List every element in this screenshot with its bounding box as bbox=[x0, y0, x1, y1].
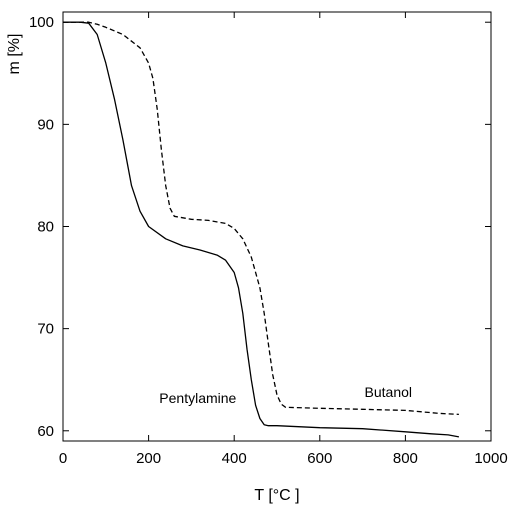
x-axis-label: T [°C ] bbox=[254, 487, 299, 504]
y-tick-label: 90 bbox=[37, 116, 54, 133]
y-tick-label: 100 bbox=[29, 14, 54, 31]
x-tick-label: 0 bbox=[59, 450, 67, 467]
y-tick-label: 80 bbox=[37, 219, 54, 236]
y-axis-ticks: 60 70 80 90 100 bbox=[29, 14, 491, 440]
series-annotation-pentylamine: Pentylamine bbox=[159, 390, 236, 406]
x-tick-label: 600 bbox=[307, 450, 332, 467]
series-line-butanol bbox=[63, 21, 459, 416]
x-tick-label: 400 bbox=[222, 450, 247, 467]
y-tick-label: 60 bbox=[37, 423, 54, 440]
x-axis-ticks: 0 200 400 600 800 1000 bbox=[59, 12, 508, 467]
series-line-pentylamine bbox=[63, 21, 460, 438]
x-tick-label: 1000 bbox=[474, 450, 507, 467]
annotation-layer: Pentylamine Butanol bbox=[159, 384, 412, 406]
y-tick-label: 70 bbox=[37, 321, 54, 338]
y-axis-label: m [%] bbox=[6, 34, 23, 75]
x-tick-label: 200 bbox=[136, 450, 161, 467]
series-layer bbox=[63, 21, 460, 438]
series-annotation-butanol: Butanol bbox=[365, 384, 412, 400]
x-tick-label: 800 bbox=[393, 450, 418, 467]
plot-frame bbox=[62, 11, 492, 442]
